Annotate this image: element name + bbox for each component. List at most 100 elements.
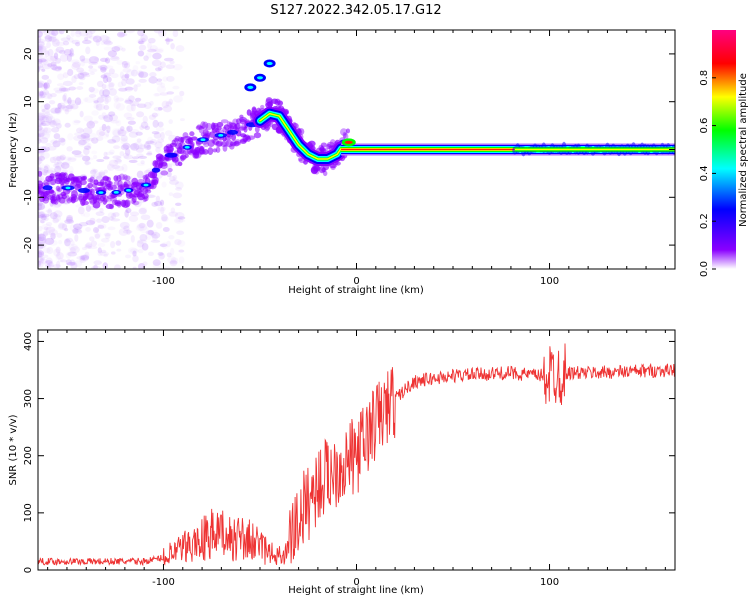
colorbar-label: Normalized spectral amplitude [738,73,749,227]
spectrogram-ridge-halo [187,136,193,141]
spectrogram-ridge-halo [79,179,87,186]
spectrogram-noise-blob [105,125,111,130]
spectrogram-noise-blob [153,106,163,112]
spectrogram-noise-blob [121,60,128,69]
spectrogram-noise-blob [38,30,47,34]
spectrogram-noise-blob [53,248,61,257]
spectrogram-noise-blob [54,65,63,72]
spectrogram-noise-blob [51,32,57,39]
spectrogram-noise-blob [125,126,131,133]
spectrogram-noise-blob [68,165,74,173]
spectrogram-noise-blob [64,104,73,112]
spectrogram-noise-blob [46,169,54,173]
spectrogram-noise-blob [146,219,154,228]
spectrogram-noise-blob [47,93,53,100]
spectrogram-noise-blob [100,66,107,73]
spectrogram-noise-blob [73,120,81,124]
spectrogram-ridge-halo [87,182,93,189]
spectrogram-noise-blob [52,155,62,162]
spectrogram-noise-blob [174,212,185,220]
spectrogram-ridge-halo [113,180,120,186]
spectrogram-noise-blob [158,167,167,176]
spectrogram-noise-blob [40,151,50,159]
spectrogram-noise-blob [159,199,165,206]
spectrogram-ridge-halo [109,184,118,191]
spectrogram-noise-blob [54,48,60,53]
spectrogram-noise-blob [159,61,166,68]
spectrogram-noise-blob [41,146,51,153]
spectrogram-noise-blob [38,61,43,65]
spectrogram-noise-blob [82,74,91,78]
spectrogram-ridge-halo [70,193,77,201]
spectrogram-ridge-halo [160,161,168,167]
spectrogram-noise-blob [170,161,179,166]
spectrogram-noise-blob [52,118,61,126]
spectrogram-noise-blob [138,144,147,150]
spectrogram-noise-blob [135,61,141,65]
spectrogram-noise-blob [84,36,89,41]
spectrogram-noise-blob [142,261,148,267]
spectrogram-ytick-label: -20 [23,237,34,253]
spectrogram-noise-blob [38,43,44,51]
spectrogram-noise-blob [107,226,116,231]
spectrogram-ridge-halo [144,189,152,194]
spectrogram-noise-blob [38,260,44,268]
spectrogram-noise-blob [122,142,131,150]
spectrogram-noise-blob [141,242,149,251]
spectrogram-noise-blob [113,145,120,150]
spectrogram-noise-blob [98,170,105,177]
spectrogram-noise-blob [38,122,42,131]
spectrogram-noise-blob [70,261,78,269]
spectrogram-noise-blob [69,224,76,231]
spectrogram-noise-blob [92,35,102,43]
spectrogram-noise-blob [39,90,44,97]
spectrogram-noise-blob [136,153,144,158]
spectrogram-noise-blob [138,70,144,78]
spectrogram-noise-blob [153,200,163,207]
spectrogram-ridge-halo [114,202,122,207]
spectrogram-noise-blob [170,247,175,256]
spectrogram-noise-blob [140,242,145,250]
spectrogram-ridge-halo [81,200,89,206]
spectrogram-noise-blob [66,99,72,104]
spectrogram-noise-blob [65,214,73,222]
spectrogram-noise-blob [81,155,91,162]
spectrogram-noise-blob [42,107,51,115]
spectrogram-ridge-halo [116,174,122,182]
spectrogram-noise-blob [46,167,56,175]
spectrogram-noise-blob [45,113,53,121]
spectrogram-noise-blob [96,97,105,104]
spectrogram-noise-blob [155,146,161,153]
spectrogram-noise-blob [108,88,117,96]
spectrogram-noise-blob [95,136,104,141]
spectrogram-noise-blob [43,217,49,221]
spectrogram-noise-blob [119,150,125,157]
spectrogram-noise-blob [172,174,178,181]
spectrogram-noise-blob [154,49,164,54]
spectrogram-noise-blob [39,122,47,127]
spectrogram-noise-blob [41,116,49,123]
spectrogram-noise-blob [109,149,115,155]
spectrogram-noise-blob [42,254,49,259]
spectrogram-noise-blob [54,107,62,115]
spectrogram-noise-blob [158,252,165,260]
spectrogram-noise-blob [95,211,105,217]
spectrogram-noise-blob [152,259,161,266]
spectrogram-noise-blob [65,237,73,243]
spectrogram-noise-blob [38,46,43,51]
spectrogram-noise-blob [103,72,111,78]
snr-ticks: -100 0 100 0 100 200 300 400 [23,330,675,588]
spectrogram-noise-blob [38,133,42,138]
spectrogram-noise-blob [138,44,147,51]
spectrogram-noise-blob [136,162,146,167]
spectrogram-noise-blob [49,212,58,220]
spectrogram-noise-blob [78,81,84,86]
spectrogram-band [259,112,342,160]
spectrogram-noise-blob [88,86,95,93]
spectrogram-noise-blob [107,163,115,172]
spectrogram-noise-blob [43,216,49,222]
spectrogram-noise-blob [124,254,132,259]
spectrogram-ridge-halo [174,135,181,142]
